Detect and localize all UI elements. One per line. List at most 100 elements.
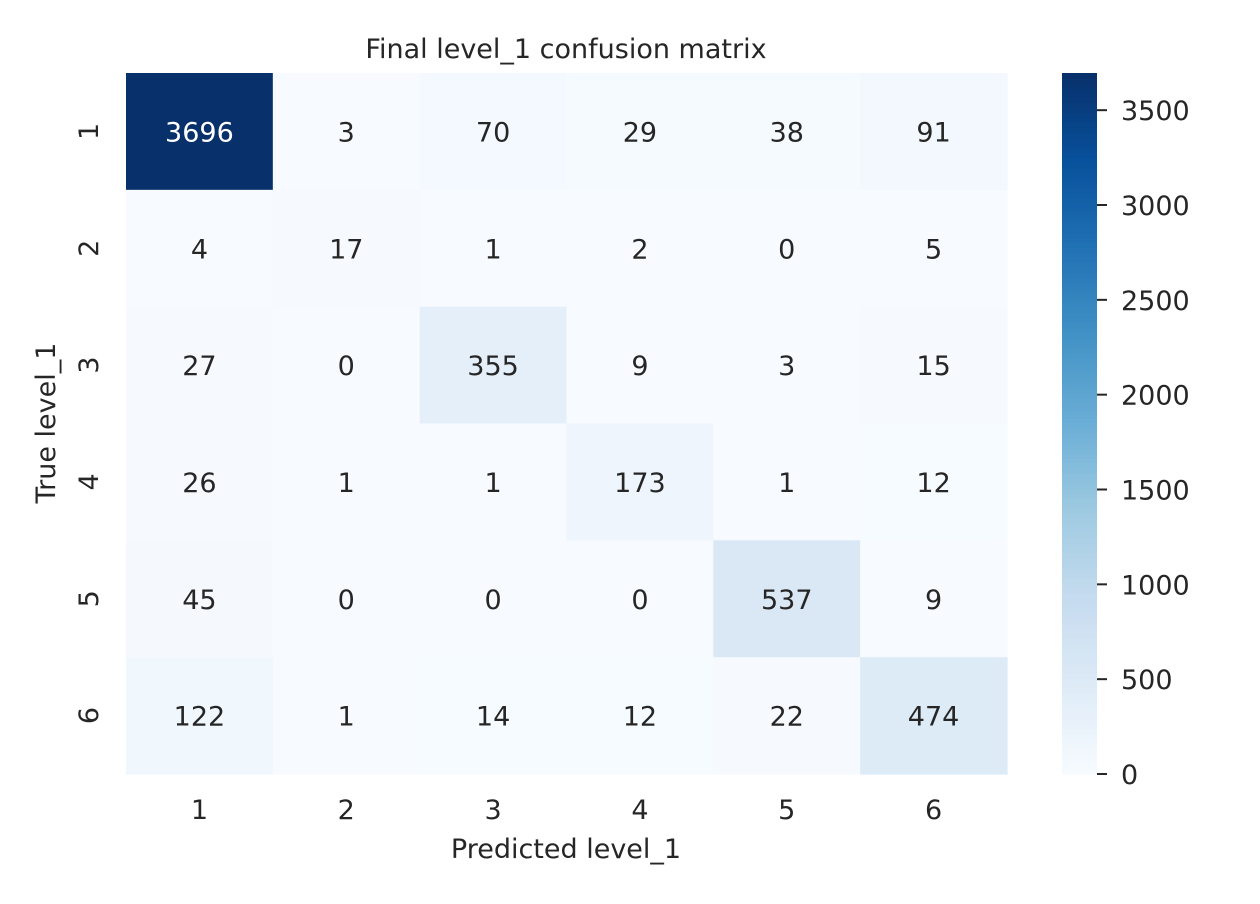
cell-value-label-r4-c2: 1 xyxy=(338,468,355,499)
colorbar-gradient-segment xyxy=(1062,513,1097,520)
colorbar-gradient-segment xyxy=(1062,298,1097,304)
colorbar-gradient-segment xyxy=(1062,578,1097,585)
colorbar-gradient-segment xyxy=(1062,618,1097,625)
colorbar-gradient-segment xyxy=(1062,408,1097,415)
heatmap-cell-r2-c1 xyxy=(126,189,274,308)
colorbar-gradient-segment xyxy=(1062,743,1097,750)
colorbar-gradient-segment xyxy=(1062,248,1097,254)
colorbar-gradient-segment xyxy=(1062,103,1097,109)
colorbar-gradient-segment xyxy=(1062,583,1097,590)
colorbar-gradient-segment xyxy=(1062,198,1097,204)
colorbar-tick-label-3000: 3000 xyxy=(1121,191,1190,222)
cell-value-label-r2-c3: 1 xyxy=(484,234,501,265)
colorbar-gradient-segment xyxy=(1062,403,1097,410)
heatmap-cell-r2-c2 xyxy=(272,189,421,308)
colorbar-gradient-segment xyxy=(1062,283,1097,289)
colorbar-gradient-segment xyxy=(1062,493,1097,500)
heatmap-cell-r3-c4 xyxy=(566,306,714,425)
heatmap-cell-r4-c2 xyxy=(272,423,421,541)
colorbar-tick-label-1000: 1000 xyxy=(1121,570,1190,601)
x-tick-label-5: 5 xyxy=(778,795,795,826)
heatmap-cell-r3-c2 xyxy=(272,306,421,425)
cell-value-label-r3-c6: 15 xyxy=(916,351,950,382)
cell-value-label-r3-c2: 0 xyxy=(338,351,355,382)
heatmap-cell-r4-c1 xyxy=(126,423,274,541)
cell-value-label-r6-c4: 12 xyxy=(623,702,657,733)
colorbar-gradient-segment xyxy=(1062,538,1097,545)
colorbar-gradient-segment xyxy=(1062,178,1097,184)
y-axis-ticks: 1 2 3 4 5 6 xyxy=(74,123,105,724)
colorbar-gradient-segment xyxy=(1062,768,1097,775)
colorbar-tick-label-1500: 1500 xyxy=(1121,476,1190,507)
colorbar-gradient-segment xyxy=(1062,343,1097,349)
heatmap-cell-r6-c2 xyxy=(272,657,421,775)
colorbar-gradient-segment xyxy=(1062,413,1097,420)
colorbar-gradient-segment xyxy=(1062,723,1097,730)
colorbar-gradient-segment xyxy=(1062,623,1097,630)
cell-value-label-r3-c5: 3 xyxy=(778,351,795,382)
colorbar-gradient-segment xyxy=(1062,708,1097,715)
cell-value-label-r5-c5: 537 xyxy=(761,585,813,616)
colorbar-gradient-segment xyxy=(1062,653,1097,660)
colorbar-gradient-segment xyxy=(1062,458,1097,465)
colorbar-gradient-segment xyxy=(1062,223,1097,229)
colorbar-gradient-segment xyxy=(1062,133,1097,139)
colorbar-gradient-segment xyxy=(1062,353,1097,360)
colorbar-gradient-segment xyxy=(1062,373,1097,380)
colorbar-gradient-segment xyxy=(1062,148,1097,154)
colorbar-gradient-segment xyxy=(1062,448,1097,455)
cell-value-label-r4-c5: 1 xyxy=(778,468,795,499)
colorbar-gradient-segment xyxy=(1062,348,1097,354)
heatmap-cell-r2-c5 xyxy=(713,189,861,308)
colorbar-gradient-segment xyxy=(1062,433,1097,440)
colorbar-gradient-segment xyxy=(1062,528,1097,535)
heatmap-cell-r6-c6 xyxy=(860,657,1008,775)
x-tick-label-2: 2 xyxy=(338,795,355,826)
colorbar-gradient-segment xyxy=(1062,83,1097,89)
colorbar-gradient-segment xyxy=(1062,488,1097,495)
heatmap-cell-r3-c6 xyxy=(860,306,1008,425)
heatmap-cell-r3-c3 xyxy=(419,306,568,425)
colorbar-gradient-segment xyxy=(1062,303,1097,309)
colorbar-gradient-segment xyxy=(1062,163,1097,169)
colorbar-gradient-segment xyxy=(1062,218,1097,224)
colorbar-gradient-segment xyxy=(1062,548,1097,555)
colorbar-gradient-segment xyxy=(1062,213,1097,219)
colorbar-gradient-segment xyxy=(1062,333,1097,339)
colorbar-gradient-segment xyxy=(1062,153,1097,159)
y-tick-label-6: 6 xyxy=(74,707,105,724)
colorbar-gradient-segment xyxy=(1062,628,1097,635)
colorbar-gradient-segment xyxy=(1062,553,1097,560)
cell-value-label-r2-c1: 4 xyxy=(191,234,208,265)
colorbar-gradient-segment xyxy=(1062,703,1097,710)
colorbar-gradient-segment xyxy=(1062,658,1097,665)
colorbar-gradient-segment xyxy=(1062,328,1097,334)
heatmap-cell-r5-c5 xyxy=(713,540,861,658)
colorbar-gradient-segment xyxy=(1062,533,1097,540)
colorbar-gradient-segment xyxy=(1062,568,1097,575)
colorbar-gradient-segment xyxy=(1062,643,1097,650)
colorbar-gradient-segment xyxy=(1062,368,1097,375)
colorbar-gradient-segment xyxy=(1062,558,1097,565)
colorbar-gradient-segment xyxy=(1062,308,1097,314)
colorbar-gradient-segment xyxy=(1062,588,1097,595)
colorbar-gradient-segment xyxy=(1062,323,1097,329)
cell-value-label-r1-c2: 3 xyxy=(338,117,355,148)
colorbar-gradient-segment xyxy=(1062,358,1097,365)
colorbar-gradient-segment xyxy=(1062,573,1097,580)
heatmap-cell-r6-c4 xyxy=(566,657,714,775)
colorbar-gradient-segment xyxy=(1062,238,1097,244)
colorbar-gradient-segment xyxy=(1062,78,1097,84)
y-tick-label-5: 5 xyxy=(74,590,105,607)
cell-value-label-r4-c1: 26 xyxy=(182,468,216,499)
colorbar-tick-label-2000: 2000 xyxy=(1121,381,1190,412)
heatmap-cell-r5-c1 xyxy=(126,540,274,658)
colorbar-gradient-segment xyxy=(1062,258,1097,264)
colorbar-gradient-segment xyxy=(1062,748,1097,755)
colorbar-gradient-segment xyxy=(1062,378,1097,385)
cell-value-label-r1-c3: 70 xyxy=(476,117,510,148)
colorbar-gradient-segment xyxy=(1062,243,1097,249)
colorbar-gradient-segment xyxy=(1062,633,1097,640)
colorbar-gradient-segment xyxy=(1062,398,1097,405)
